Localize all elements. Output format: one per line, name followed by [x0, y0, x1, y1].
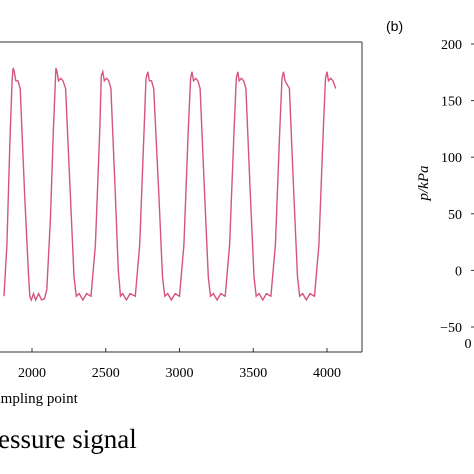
panel-b-y-tick-label-0: 200: [441, 38, 462, 53]
x-tick-label-4: 4000: [313, 366, 341, 381]
x-axis-label: ampling point: [0, 391, 79, 407]
x-tick-label-3: 3500: [239, 366, 267, 381]
x-tick-label-1: 2500: [92, 366, 120, 381]
pressure-signal-series: [3, 67, 337, 303]
panel-b-y-tick-label-4: 0: [455, 264, 462, 279]
panel-b-y-tick-label-2: 100: [441, 151, 462, 166]
panel-b-label: (b): [386, 18, 403, 34]
figure-caption: essure signal: [0, 424, 137, 454]
panel-b-y-tick-label-3: 50: [448, 208, 462, 223]
panel-a: 2000 2500 3000 3500 4000 ampling point essur…: [0, 41, 363, 454]
panel-b-y-tick-label-1: 150: [441, 95, 462, 110]
panel-b-y-tick-label-5: −50: [440, 321, 462, 336]
x-tick-label-0: 2000: [18, 366, 46, 381]
panel-b-y-axis-label: p/kPa: [416, 166, 432, 202]
panel-b-x-tick-0: 0: [465, 337, 472, 352]
x-tick-label-2: 3000: [166, 366, 194, 381]
